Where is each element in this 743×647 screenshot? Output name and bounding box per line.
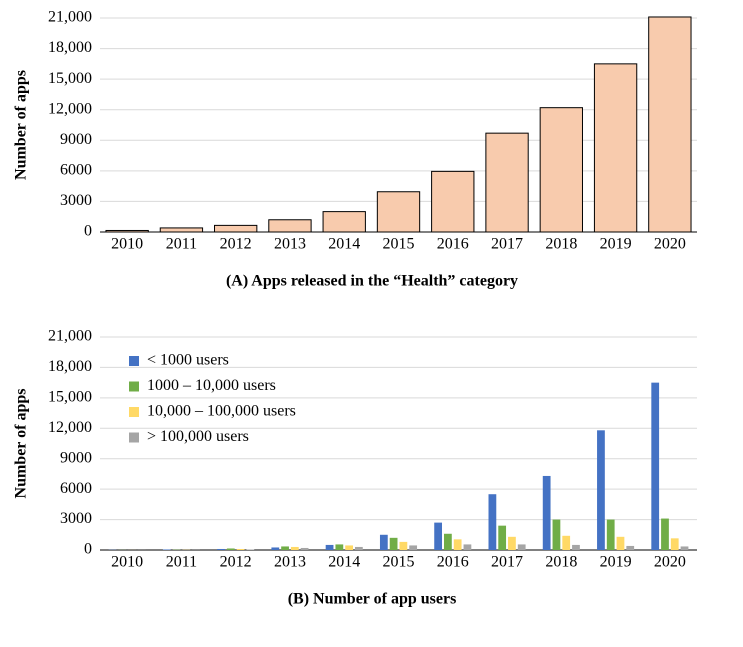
bar	[290, 546, 299, 550]
bar	[159, 227, 204, 233]
bar	[162, 549, 171, 550]
x-tick-label: 2019	[600, 554, 632, 571]
legend-swatch	[129, 381, 139, 392]
x-tick-label: 2018	[545, 236, 577, 253]
legend-swatch	[129, 407, 139, 417]
x-tick-label: 2016	[437, 236, 469, 253]
legend-swatch	[129, 356, 139, 366]
y-tick-label: 3000	[60, 192, 92, 209]
x-tick-label: 2018	[545, 554, 577, 571]
x-tick-label: 2020	[654, 236, 686, 253]
bar	[389, 537, 398, 550]
y-axis-label: Number of apps	[13, 70, 30, 180]
y-tick-label: 9000	[60, 131, 92, 148]
bar	[281, 546, 289, 550]
x-tick-label: 2017	[491, 554, 523, 571]
x-tick-label: 2017	[491, 236, 523, 253]
chart-caption: (B) Number of app users	[288, 591, 457, 608]
x-tick-label: 2011	[166, 236, 197, 253]
x-tick-label: 2012	[220, 236, 252, 253]
bar	[431, 170, 475, 233]
bar	[508, 536, 516, 550]
bar	[552, 519, 561, 550]
y-tick-label: 12,000	[48, 100, 92, 117]
y-axis-label: Number of apps	[13, 389, 30, 499]
bar	[325, 544, 334, 550]
y-tick-label: 15,000	[48, 70, 92, 87]
y-tick-label: 3000	[60, 510, 92, 527]
legend-label: 1000 – 10,000 users	[147, 377, 276, 394]
chart-caption: (A) Apps released in the “Health” catego…	[226, 273, 518, 290]
bar	[661, 518, 669, 550]
bar	[626, 545, 635, 550]
x-tick-label: 2011	[166, 554, 197, 571]
bar	[434, 522, 443, 550]
bar	[485, 132, 529, 233]
x-tick-label: 2012	[220, 554, 252, 571]
bar	[271, 547, 280, 550]
bar	[498, 525, 507, 550]
bar	[648, 16, 692, 233]
bar	[562, 535, 571, 550]
y-tick-label: 15,000	[48, 389, 92, 406]
bar	[463, 544, 472, 550]
bar	[606, 519, 615, 550]
bar	[542, 475, 551, 550]
y-tick-label: 21,000	[48, 328, 92, 345]
x-tick-label: 2015	[383, 236, 415, 253]
x-tick-label: 2014	[328, 236, 360, 253]
legend-swatch	[129, 432, 139, 443]
y-tick-label: 12,000	[48, 419, 92, 436]
x-tick-label: 2015	[383, 554, 415, 571]
bar	[572, 544, 580, 550]
bar	[268, 219, 312, 233]
bar	[376, 191, 421, 233]
bar	[593, 63, 638, 233]
bar	[354, 546, 363, 550]
x-tick-label: 2013	[274, 554, 306, 571]
bar	[379, 534, 388, 550]
x-tick-label: 2010	[111, 236, 143, 253]
bar	[453, 539, 462, 550]
bar	[217, 548, 225, 550]
y-tick-label: 9000	[60, 449, 92, 466]
bar	[236, 548, 245, 550]
x-tick-label: 2020	[654, 554, 686, 571]
bar	[488, 494, 497, 550]
bar	[651, 382, 660, 550]
bar	[670, 538, 679, 550]
y-tick-label: 6000	[60, 480, 92, 497]
bar	[409, 545, 418, 550]
bar	[300, 547, 309, 550]
bar	[444, 533, 452, 550]
bar	[322, 211, 366, 233]
x-tick-label: 2013	[274, 236, 306, 253]
bar	[105, 229, 149, 233]
x-tick-label: 2019	[600, 236, 632, 253]
legend-label: 10,000 – 100,000 users	[147, 403, 296, 420]
y-tick-label: 0	[84, 541, 92, 558]
bar	[246, 549, 255, 550]
bar	[680, 546, 689, 550]
y-tick-label: 21,000	[48, 9, 92, 26]
x-tick-label: 2010	[111, 554, 143, 571]
x-tick-label: 2016	[437, 554, 469, 571]
bar	[214, 224, 258, 233]
bar	[399, 541, 408, 550]
legend-label: > 100,000 users	[147, 428, 249, 445]
bar	[539, 107, 583, 233]
y-tick-label: 18,000	[48, 39, 92, 56]
legend-label: < 1000 users	[147, 352, 229, 369]
bar	[597, 430, 605, 550]
y-tick-label: 0	[84, 223, 92, 240]
y-tick-label: 18,000	[48, 358, 92, 375]
bar	[345, 545, 353, 550]
x-tick-label: 2014	[328, 554, 360, 571]
bar	[517, 544, 526, 550]
bar	[616, 536, 625, 550]
bar	[226, 548, 235, 550]
bar	[335, 544, 344, 550]
y-tick-label: 6000	[60, 162, 92, 179]
